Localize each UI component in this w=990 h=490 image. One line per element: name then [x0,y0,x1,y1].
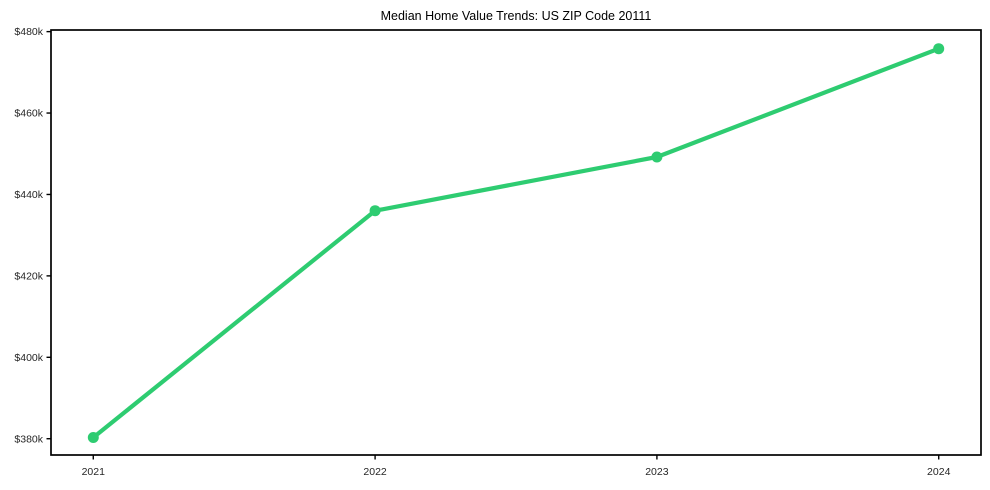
trend-line-series [87,43,945,443]
y-axis-tick-label: $420k [14,270,43,282]
data-point-2023 [651,151,663,163]
axes-layer: $380k $400k $420k $440k $460k $480k 2021 2022 20… [14,26,982,478]
y-axis-tick-label: $400k [14,352,43,364]
data-point-2022 [369,205,381,217]
y-axis-tick-label: $460k [14,108,43,120]
y-axis-tick-label: $480k [14,26,43,38]
x-axis-tick-label: 2022 [363,466,387,478]
data-point-2021 [87,432,99,443]
data-point-2024 [933,43,945,55]
x-axis-tick-label: 2021 [82,466,106,478]
plot-frame [50,29,982,456]
x-axis-tick-label: 2024 [927,466,951,478]
x-axis-tick-label: 2023 [645,466,669,478]
chart-title: Median Home Value Trends: US ZIP Code 20… [381,9,652,23]
trend-line [91,46,941,440]
y-axis-tick-label: $380k [14,433,43,445]
y-axis-tick-label: $440k [14,189,43,201]
